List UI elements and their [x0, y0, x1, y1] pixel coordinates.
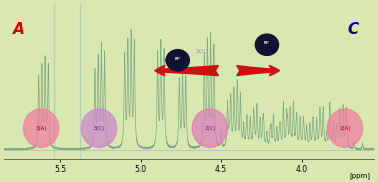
Text: =: =	[253, 40, 260, 49]
Ellipse shape	[192, 109, 228, 147]
Text: [ppm]: [ppm]	[350, 172, 370, 179]
Text: 2(C): 2(C)	[204, 126, 215, 131]
Text: 3(C): 3(C)	[93, 126, 105, 131]
Ellipse shape	[23, 109, 59, 147]
Text: 2(C): 2(C)	[195, 49, 208, 54]
Text: =: =	[163, 56, 170, 65]
Text: C: C	[347, 22, 359, 37]
Circle shape	[166, 50, 189, 71]
Circle shape	[256, 34, 279, 55]
Text: A: A	[13, 22, 25, 37]
Text: 2(A): 2(A)	[339, 126, 350, 131]
Text: $\mathbf{R}^n$: $\mathbf{R}^n$	[174, 55, 181, 63]
Ellipse shape	[327, 109, 363, 147]
Text: 3(A): 3(A)	[36, 126, 47, 131]
Text: $\mathbf{R}^n$: $\mathbf{R}^n$	[263, 40, 271, 48]
Ellipse shape	[81, 109, 117, 147]
